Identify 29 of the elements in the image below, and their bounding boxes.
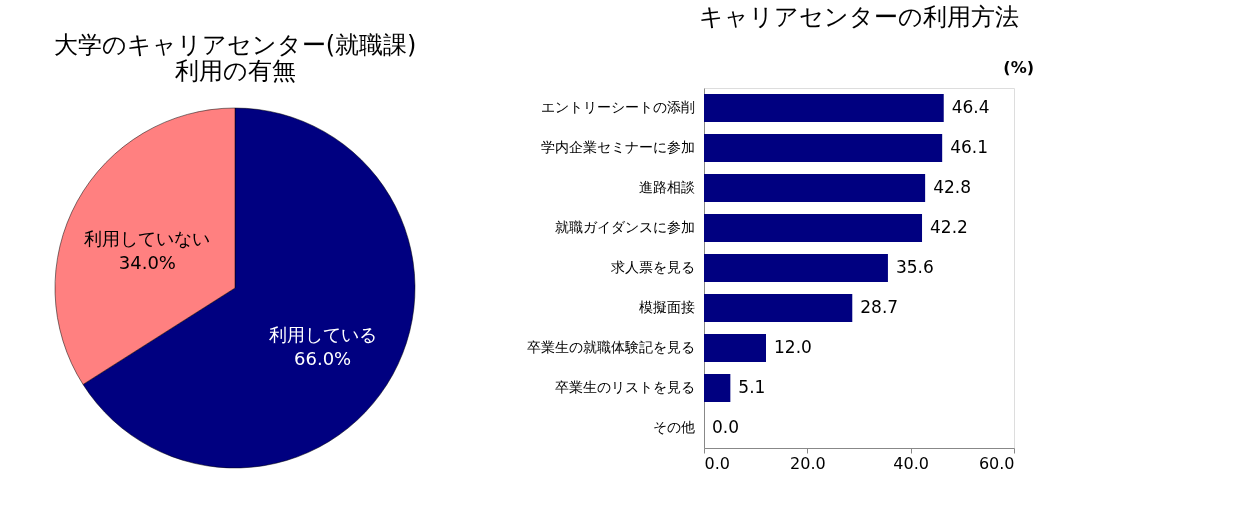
slice-label: 利用していない <box>84 227 211 249</box>
x-tick-label: 40.0 <box>893 453 929 473</box>
data-label: 46.1 <box>950 137 989 157</box>
x-tick-label: 0.0 <box>704 453 730 473</box>
y-tick-label: 学内企業セミナーに参加 <box>540 139 695 155</box>
chart-title: 大学のキャリアセンター(就職課) 利用の有無 <box>53 31 417 85</box>
data-label: 46.4 <box>951 97 990 117</box>
data-label: 0.0 <box>712 417 740 437</box>
x-tick-label: 20.0 <box>790 453 826 473</box>
text: (%) <box>1003 58 1034 77</box>
data-label: 66.0% <box>294 348 352 370</box>
data-label: 42.2 <box>930 217 968 237</box>
data-label: 42.8 <box>933 177 971 197</box>
data-label: 28.7 <box>860 297 899 317</box>
data-label: 34.0% <box>118 251 176 273</box>
chart-title: キャリアセンターの利用方法 <box>699 3 1019 31</box>
y-tick-label: 進路相談 <box>638 179 695 195</box>
data-label: 12.0 <box>774 337 812 357</box>
y-tick-label: 卒業生のリストを見る <box>554 379 695 395</box>
data-label: 5.1 <box>738 377 766 397</box>
y-tick-label: 模擬面接 <box>638 299 695 315</box>
slice-label: 利用している <box>268 324 377 346</box>
y-tick-label: 就職ガイダンスに参加 <box>554 219 695 235</box>
y-tick-label: その他 <box>652 419 695 435</box>
y-tick-label: 求人票を見る <box>610 259 695 275</box>
data-label: 35.6 <box>895 257 934 277</box>
y-tick-label: エントリーシートの添削 <box>540 99 695 115</box>
y-tick-label: 卒業生の就職体験記を見る <box>526 339 695 355</box>
x-tick-label: 60.0 <box>978 453 1015 473</box>
